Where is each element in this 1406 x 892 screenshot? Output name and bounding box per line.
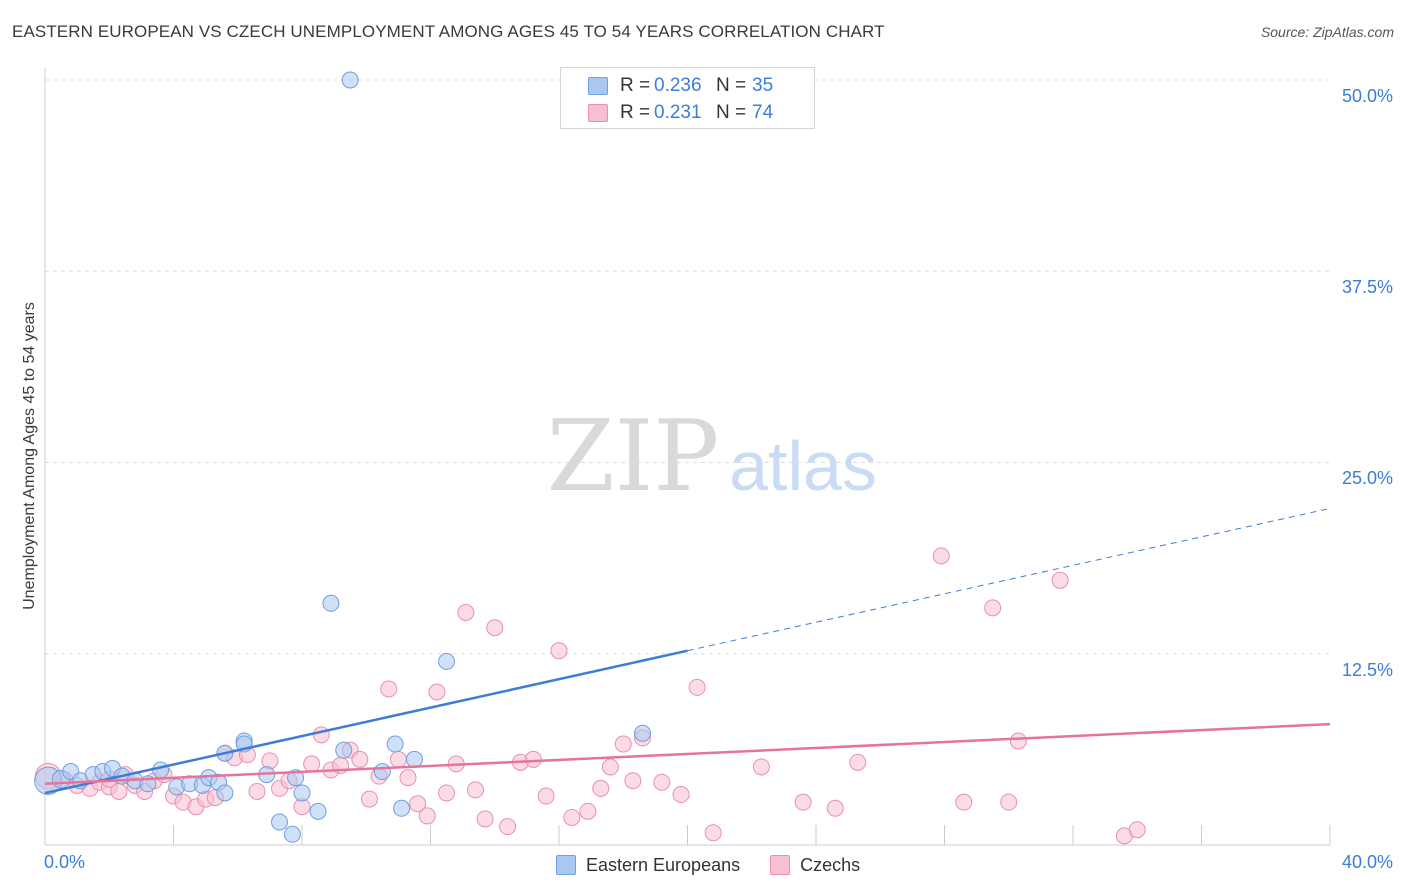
data-point xyxy=(955,793,973,811)
n-value: 74 xyxy=(752,102,774,123)
n-label: N = xyxy=(716,102,747,123)
r-label: R = xyxy=(620,102,651,123)
legend-item-czechs[interactable]: Czechs xyxy=(770,855,860,876)
y-axis-label-wrap: Unemployment Among Ages 45 to 54 years xyxy=(18,0,42,892)
r-value: 0.231 xyxy=(654,102,702,123)
data-point xyxy=(303,755,321,773)
data-point xyxy=(389,750,407,768)
x-tick-label-min: 0.0% xyxy=(44,852,86,872)
trend-lines xyxy=(44,507,1331,795)
data-point xyxy=(399,769,417,787)
correlation-legend: R = 0.236 N = 35 R = 0.231 N = 74 xyxy=(560,67,815,129)
data-point xyxy=(826,799,844,817)
watermark: ZIP atlas xyxy=(547,400,877,514)
data-point xyxy=(152,761,170,779)
data-point xyxy=(537,787,555,805)
data-point xyxy=(550,642,568,660)
source-label: Source: ZipAtlas.com xyxy=(1260,24,1394,40)
legend-label: Eastern Europeans xyxy=(586,854,741,875)
data-point xyxy=(351,750,369,768)
data-point xyxy=(752,758,770,776)
y-axis-label: Unemployment Among Ages 45 to 54 years xyxy=(21,302,38,610)
watermark-zip: ZIP xyxy=(547,400,720,514)
data-point xyxy=(704,824,722,842)
x-tick-label-max: 40.0% xyxy=(1341,852,1393,872)
data-point xyxy=(335,741,353,759)
data-point xyxy=(601,758,619,776)
data-point xyxy=(1128,821,1146,839)
data-point xyxy=(579,802,597,820)
data-point xyxy=(409,795,427,813)
data-point xyxy=(438,652,456,670)
trend-line-eastern-europeans xyxy=(44,649,688,795)
data-point xyxy=(309,802,327,820)
legend-swatch-blue xyxy=(556,855,576,875)
data-point xyxy=(672,786,690,804)
data-point xyxy=(341,71,359,89)
data-point xyxy=(322,594,340,612)
data-point xyxy=(393,799,411,817)
data-point xyxy=(486,619,504,637)
grid-lines xyxy=(45,79,1330,655)
chart-title: EASTERN EUROPEAN VS CZECH UNEMPLOYMENT A… xyxy=(12,22,885,41)
data-point xyxy=(312,726,330,744)
data-point xyxy=(592,779,610,797)
y-tick-label: 50.0% xyxy=(1341,86,1393,106)
series-czechs xyxy=(34,547,1146,845)
data-point xyxy=(287,769,305,787)
trend-line-eastern-europeans-extension xyxy=(687,507,1331,652)
axes xyxy=(44,68,1331,846)
n-value: 35 xyxy=(752,75,774,96)
data-point xyxy=(499,818,517,836)
data-point xyxy=(283,825,301,843)
legend-row-czechs: R = 0.231 N = 74 xyxy=(588,102,773,124)
data-point xyxy=(418,807,436,825)
data-point xyxy=(624,772,642,790)
legend-row-eastern-europeans: R = 0.236 N = 35 xyxy=(588,75,773,97)
data-point xyxy=(293,784,311,802)
data-point xyxy=(428,683,446,701)
data-point xyxy=(984,599,1002,617)
r-label: R = xyxy=(620,75,651,96)
y-tick-label: 12.5% xyxy=(1341,660,1393,680)
data-point xyxy=(466,781,484,799)
data-point xyxy=(380,680,398,698)
r-value: 0.236 xyxy=(654,75,702,96)
data-point xyxy=(360,790,378,808)
data-point xyxy=(794,793,812,811)
data-point xyxy=(524,750,542,768)
legend-swatch-pink xyxy=(588,104,608,122)
y-tick-label: 37.5% xyxy=(1341,277,1393,297)
data-point xyxy=(1000,793,1018,811)
data-point xyxy=(688,678,706,696)
legend-label: Czechs xyxy=(800,854,861,875)
data-point xyxy=(373,763,391,781)
data-point xyxy=(271,813,289,831)
data-point xyxy=(563,808,581,826)
data-point xyxy=(614,735,632,753)
data-point xyxy=(248,782,266,800)
data-point xyxy=(634,724,652,742)
data-point xyxy=(1009,732,1027,750)
legend-swatch-blue xyxy=(588,77,608,95)
data-point xyxy=(849,753,867,771)
legend-item-eastern-europeans[interactable]: Eastern Europeans xyxy=(556,855,740,876)
data-point xyxy=(1051,571,1069,589)
data-point xyxy=(932,547,950,565)
data-point xyxy=(457,603,475,621)
data-point xyxy=(261,752,279,770)
series-legend: Eastern Europeans Czechs xyxy=(556,852,890,878)
trend-line-czechs xyxy=(44,722,1331,786)
y-tick-label: 25.0% xyxy=(1341,468,1393,488)
data-point xyxy=(653,773,671,791)
data-point xyxy=(405,750,423,768)
legend-swatch-pink xyxy=(770,855,791,875)
data-point xyxy=(438,784,456,802)
data-point xyxy=(476,810,494,828)
watermark-atlas: atlas xyxy=(729,427,877,505)
data-point xyxy=(216,784,234,802)
n-label: N = xyxy=(716,75,747,96)
data-point xyxy=(386,735,404,753)
